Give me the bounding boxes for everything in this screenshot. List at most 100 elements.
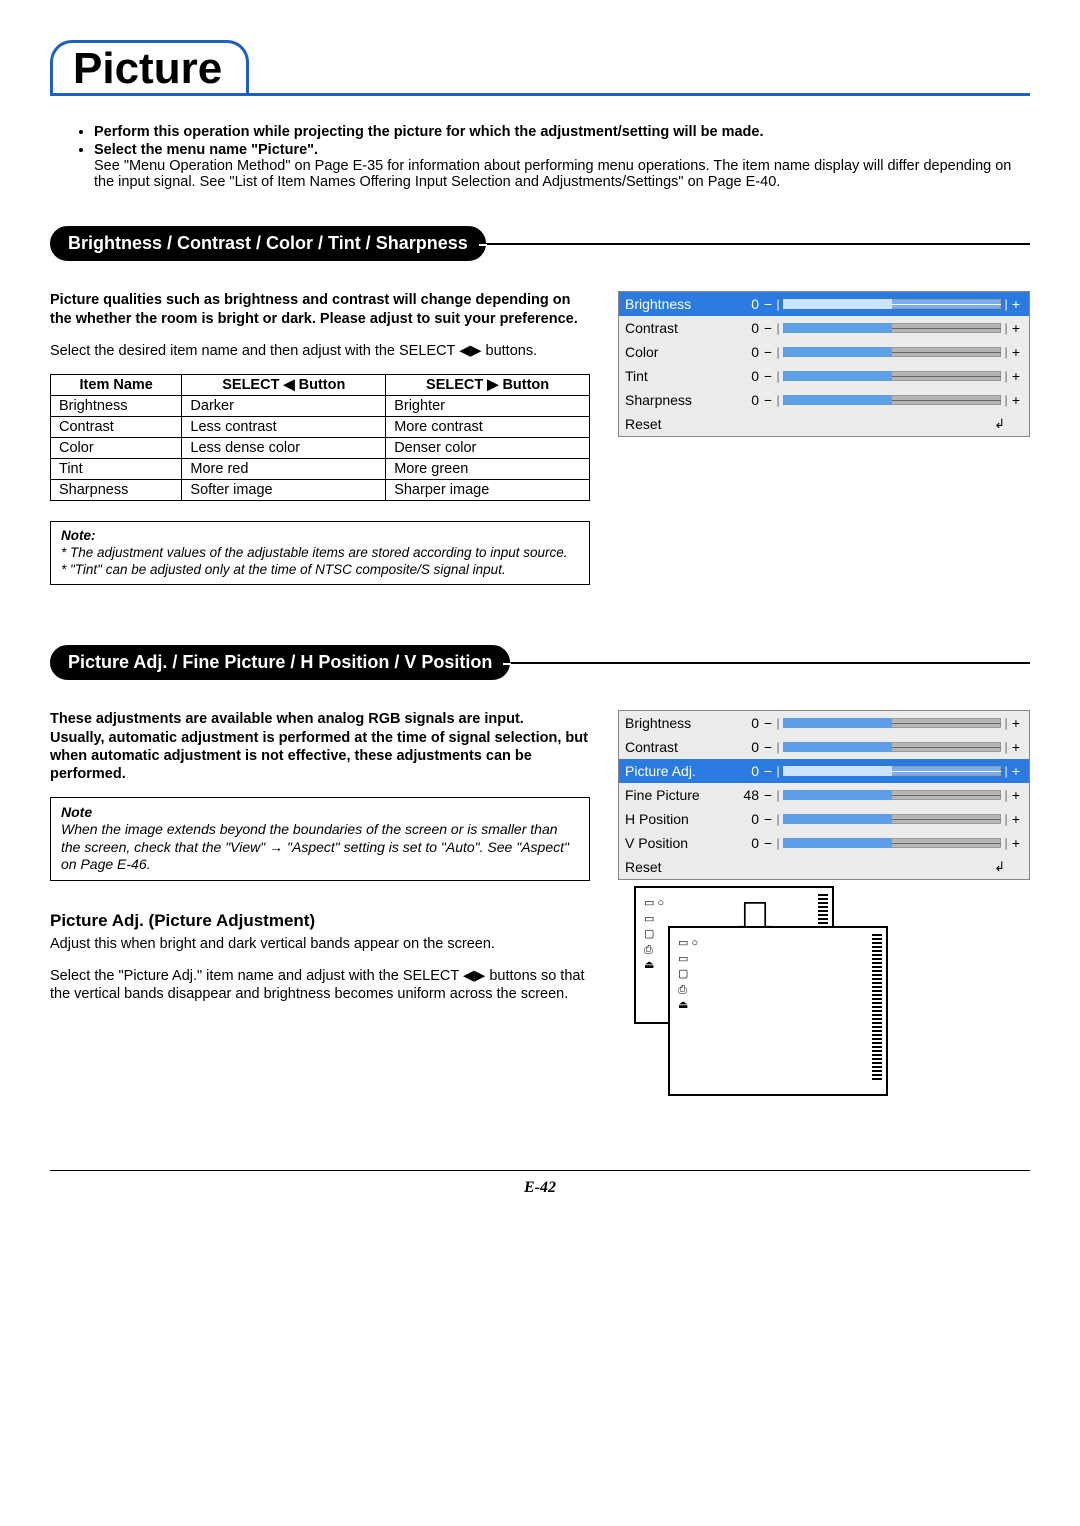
sec1-lead2b: buttons. bbox=[482, 343, 538, 359]
osd-reset-row[interactable]: Reset↲ bbox=[619, 412, 1029, 436]
tick-left: | bbox=[775, 393, 781, 407]
sec3-p2a: Select the "Picture Adj." item name and … bbox=[50, 968, 463, 984]
minus-icon: − bbox=[761, 811, 775, 827]
tick-left: | bbox=[775, 788, 781, 802]
osd-value: 0 bbox=[731, 344, 761, 360]
osd-value: 0 bbox=[731, 715, 761, 731]
enter-icon: ↲ bbox=[994, 416, 1023, 432]
note-hdr: Note: bbox=[61, 528, 579, 545]
cell: Less contrast bbox=[182, 416, 386, 437]
tick-left: | bbox=[775, 836, 781, 850]
th-left: SELECT ◀ Button bbox=[182, 374, 386, 395]
section2-left: These adjustments are available when ana… bbox=[50, 710, 590, 1017]
osd-slider[interactable] bbox=[783, 814, 1001, 824]
osd-label: Contrast bbox=[625, 320, 731, 336]
osd-row[interactable]: Brightness0−||+ bbox=[619, 292, 1029, 316]
osd-value: 0 bbox=[731, 811, 761, 827]
desktop-icons: ▭ ○▭▢⎙⏏ bbox=[644, 896, 664, 973]
osd-label: Brightness bbox=[625, 296, 731, 312]
tick-left: | bbox=[775, 345, 781, 359]
minus-icon: − bbox=[761, 787, 775, 803]
osd-slider[interactable] bbox=[783, 299, 1001, 309]
osd-slider[interactable] bbox=[783, 323, 1001, 333]
osd-label: V Position bbox=[625, 835, 731, 851]
osd-value: 0 bbox=[731, 739, 761, 755]
osd-slider[interactable] bbox=[783, 718, 1001, 728]
note2-hdr: Note bbox=[61, 804, 579, 822]
osd-slider[interactable] bbox=[783, 371, 1001, 381]
note2-text: When the image extends beyond the bounda… bbox=[61, 821, 579, 874]
tick-left: | bbox=[775, 369, 781, 383]
minus-icon: − bbox=[761, 763, 775, 779]
osd-row[interactable]: V Position0−||+ bbox=[619, 831, 1029, 855]
osd-label: Color bbox=[625, 344, 731, 360]
plus-icon: + bbox=[1009, 320, 1023, 336]
osd-row[interactable]: Contrast0−||+ bbox=[619, 735, 1029, 759]
note-line: * "Tint" can be adjusted only at the tim… bbox=[61, 562, 579, 579]
table-row: BrightnessDarkerBrighter bbox=[51, 395, 590, 416]
osd-row[interactable]: Color0−||+ bbox=[619, 340, 1029, 364]
osd-value: 0 bbox=[731, 392, 761, 408]
minus-icon: − bbox=[761, 320, 775, 336]
enter-icon: ↲ bbox=[994, 859, 1023, 875]
sec3-heading: Picture Adj. (Picture Adjustment) bbox=[50, 911, 590, 931]
osd-row[interactable]: Brightness0−||+ bbox=[619, 711, 1029, 735]
section1-left: Picture qualities such as brightness and… bbox=[50, 291, 590, 585]
plus-icon: + bbox=[1009, 787, 1023, 803]
osd-label: Sharpness bbox=[625, 392, 731, 408]
intro-sub: See "Menu Operation Method" on Page E-35… bbox=[94, 158, 1018, 190]
sec3-p1: Adjust this when bright and dark vertica… bbox=[50, 935, 590, 953]
osd-slider[interactable] bbox=[783, 766, 1001, 776]
sec1-lead: Picture qualities such as brightness and… bbox=[50, 291, 590, 327]
osd-row[interactable]: Contrast0−||+ bbox=[619, 316, 1029, 340]
minus-icon: − bbox=[761, 739, 775, 755]
lr-arrows-icon: ◀▶ bbox=[463, 968, 485, 984]
table-row: ColorLess dense colorDenser color bbox=[51, 437, 590, 458]
section2-body: These adjustments are available when ana… bbox=[50, 710, 1030, 1130]
tick-left: | bbox=[775, 321, 781, 335]
plus-icon: + bbox=[1009, 739, 1023, 755]
minus-icon: − bbox=[761, 368, 775, 384]
vertical-bands-icon bbox=[872, 934, 882, 1080]
note-line: * The adjustment values of the adjustabl… bbox=[61, 545, 579, 562]
cell: Brightness bbox=[51, 395, 182, 416]
osd-row[interactable]: Sharpness0−||+ bbox=[619, 388, 1029, 412]
osd-row[interactable]: Picture Adj.0−||+ bbox=[619, 759, 1029, 783]
intro-b2: Select the menu name "Picture". See "Men… bbox=[94, 142, 1018, 190]
osd-slider[interactable] bbox=[783, 838, 1001, 848]
osd-row[interactable]: H Position0−||+ bbox=[619, 807, 1029, 831]
osd-label: Tint bbox=[625, 368, 731, 384]
osd-row[interactable]: Tint0−||+ bbox=[619, 364, 1029, 388]
tick-left: | bbox=[775, 764, 781, 778]
osd-slider[interactable] bbox=[783, 395, 1001, 405]
intro-b2-text: Select the menu name "Picture". bbox=[94, 142, 318, 158]
note-box-2: Note When the image extends beyond the b… bbox=[50, 797, 590, 881]
desktop-icons: ▭ ○▭▢⎙⏏ bbox=[678, 936, 698, 1013]
osd-slider[interactable] bbox=[783, 742, 1001, 752]
section2-title: Picture Adj. / Fine Picture / H Position… bbox=[50, 645, 510, 680]
osd-slider[interactable] bbox=[783, 790, 1001, 800]
table-row: SharpnessSofter imageSharper image bbox=[51, 479, 590, 500]
sec2-lead: These adjustments are available when ana… bbox=[50, 710, 590, 783]
th-item: Item Name bbox=[51, 374, 182, 395]
section2-right: Brightness0−||+Contrast0−||+Picture Adj.… bbox=[618, 710, 1030, 1130]
sec2-lead-b2: Usually, automatic adjustment is perform… bbox=[50, 730, 588, 782]
cell: Contrast bbox=[51, 416, 182, 437]
plus-icon: + bbox=[1009, 344, 1023, 360]
osd-reset-label: Reset bbox=[625, 859, 731, 875]
hr bbox=[510, 662, 1030, 664]
osd-value: 0 bbox=[731, 368, 761, 384]
cell: More green bbox=[386, 458, 590, 479]
table-row: TintMore redMore green bbox=[51, 458, 590, 479]
osd-row[interactable]: Fine Picture48−||+ bbox=[619, 783, 1029, 807]
plus-icon: + bbox=[1009, 811, 1023, 827]
sec1-lead2: Select the desired item name and then ad… bbox=[50, 342, 590, 360]
plus-icon: + bbox=[1009, 835, 1023, 851]
cell: Less dense color bbox=[182, 437, 386, 458]
osd-reset-row[interactable]: Reset ↲ bbox=[619, 855, 1029, 879]
sec3-p2: Select the "Picture Adj." item name and … bbox=[50, 967, 590, 1003]
osd-label: Brightness bbox=[625, 715, 731, 731]
osd-label: H Position bbox=[625, 811, 731, 827]
osd-slider[interactable] bbox=[783, 347, 1001, 357]
osd-panel-1: Brightness0−||+Contrast0−||+Color0−||+Ti… bbox=[618, 291, 1030, 437]
